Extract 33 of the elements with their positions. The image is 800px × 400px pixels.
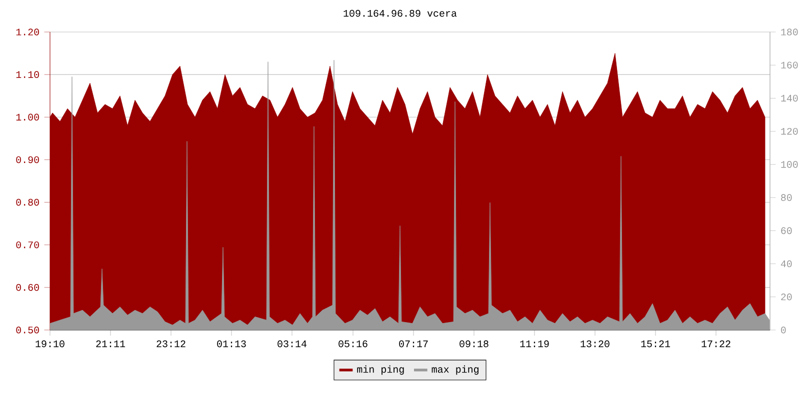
x-tick-label: 17:22 xyxy=(702,340,730,348)
y2-tick-label: 0 xyxy=(781,326,786,334)
x-tick-label: 23:12 xyxy=(156,340,186,348)
legend-label: min ping xyxy=(357,365,404,375)
legend-label: max ping xyxy=(432,365,478,375)
x-tick-label: 09:18 xyxy=(460,340,488,348)
y-tick-label: 0.80 xyxy=(16,198,39,206)
x-tick-label: 19:10 xyxy=(36,340,64,348)
y-tick-label: 1.20 xyxy=(16,28,39,36)
y2-tick-label: 20 xyxy=(781,293,792,300)
x-tick-label: 03:14 xyxy=(278,340,306,348)
y-tick-label: 0.60 xyxy=(16,284,39,291)
y2-tick-label: 40 xyxy=(780,260,792,268)
x-tick-label: 11:19 xyxy=(520,340,549,348)
y2-tick-label: 140 xyxy=(781,94,798,102)
x-tick-label: 13:20 xyxy=(580,340,610,348)
y-tick-label: 1.00 xyxy=(16,114,39,121)
x-tick-label: 21:11 xyxy=(96,340,126,348)
y2-tick-label: 100 xyxy=(781,161,798,168)
y2-tick-label: 120 xyxy=(781,128,798,135)
y2-tick-label: 160 xyxy=(781,62,798,69)
y-tick-label: 0.90 xyxy=(16,156,39,164)
y-tick-label: 1.10 xyxy=(16,71,39,78)
y-tick-label: 0.70 xyxy=(16,241,39,248)
x-tick-label: 15:21 xyxy=(641,340,670,348)
y-tick-label: 0.50 xyxy=(16,326,39,334)
x-tick-label: 01:13 xyxy=(217,340,246,348)
y2-tick-label: 60 xyxy=(781,227,792,234)
y2-tick-label: 80 xyxy=(781,194,792,201)
x-tick-label: 07:17 xyxy=(399,340,428,348)
y2-tick-label: 180 xyxy=(781,28,798,36)
chart-title: 109.164.96.89 vcera xyxy=(344,10,457,17)
x-tick-label: 05:16 xyxy=(338,340,368,348)
